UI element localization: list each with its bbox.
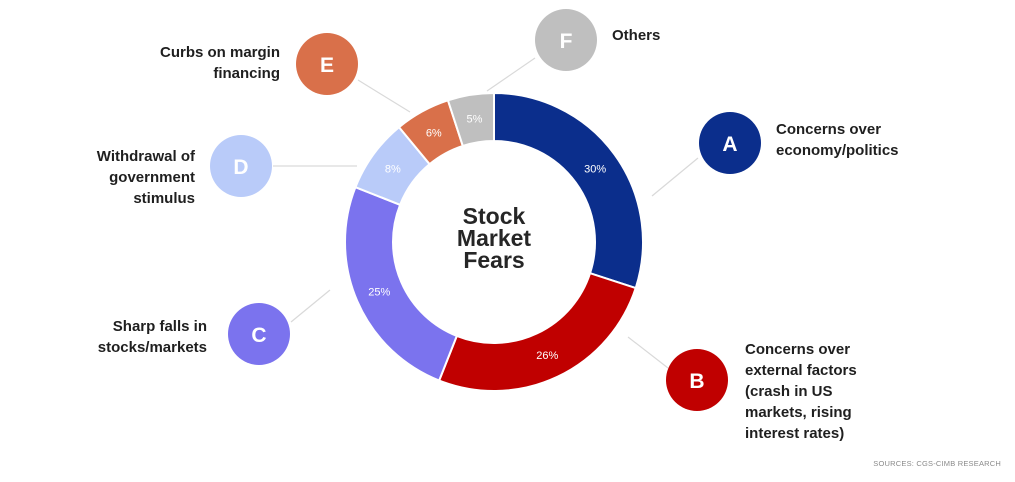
annotation-label-b: Concerns over external factors (crash in… xyxy=(745,341,857,442)
slice-value-label-a: 30% xyxy=(584,164,606,176)
badge-circle-d xyxy=(210,135,272,197)
annotation-label-e: Curbs on margin financing xyxy=(159,44,280,82)
donut-slice-b xyxy=(437,271,637,392)
connector-line-b xyxy=(627,336,669,369)
donut-slice-a xyxy=(493,91,644,290)
badge-letter-c: C xyxy=(251,324,266,347)
badge-letter-a: A xyxy=(722,133,737,156)
badge-letter-e: E xyxy=(320,54,334,77)
badge-letter-b: B xyxy=(689,370,704,393)
badge-circle-f xyxy=(535,9,597,71)
slice-value-label-f: 5% xyxy=(466,114,482,126)
connector-line-f xyxy=(486,57,536,92)
connector-line-a xyxy=(651,157,699,197)
source-note: SOURCES: CGS-CIMB RESEARCH xyxy=(873,459,1001,468)
badge-circle-c xyxy=(228,303,290,365)
annotation-label-d: Withdrawal of government stimulus xyxy=(96,148,195,207)
annotation-label-f: Others xyxy=(612,27,661,44)
slice-value-label-c: 25% xyxy=(368,287,390,299)
annotation-label-c: Sharp falls in stocks/markets xyxy=(97,318,207,356)
slice-value-label-e: 6% xyxy=(426,127,442,139)
slice-value-label-d: 8% xyxy=(385,164,401,176)
chart-center-title: Stock Market Fears xyxy=(456,203,532,273)
donut-slice-c xyxy=(344,185,459,382)
badge-circle-a xyxy=(699,112,761,174)
badge-letter-d: D xyxy=(233,156,248,179)
slice-value-label-b: 26% xyxy=(536,350,558,362)
badge-circle-e xyxy=(296,33,358,95)
connector-line-e xyxy=(357,79,411,113)
badge-circle-b xyxy=(666,349,728,411)
donut-slice-f xyxy=(446,91,495,148)
connector-line-c xyxy=(290,289,331,323)
badge-letter-f: F xyxy=(560,30,573,53)
annotation-label-a: Concerns over economy/politics xyxy=(776,121,899,159)
